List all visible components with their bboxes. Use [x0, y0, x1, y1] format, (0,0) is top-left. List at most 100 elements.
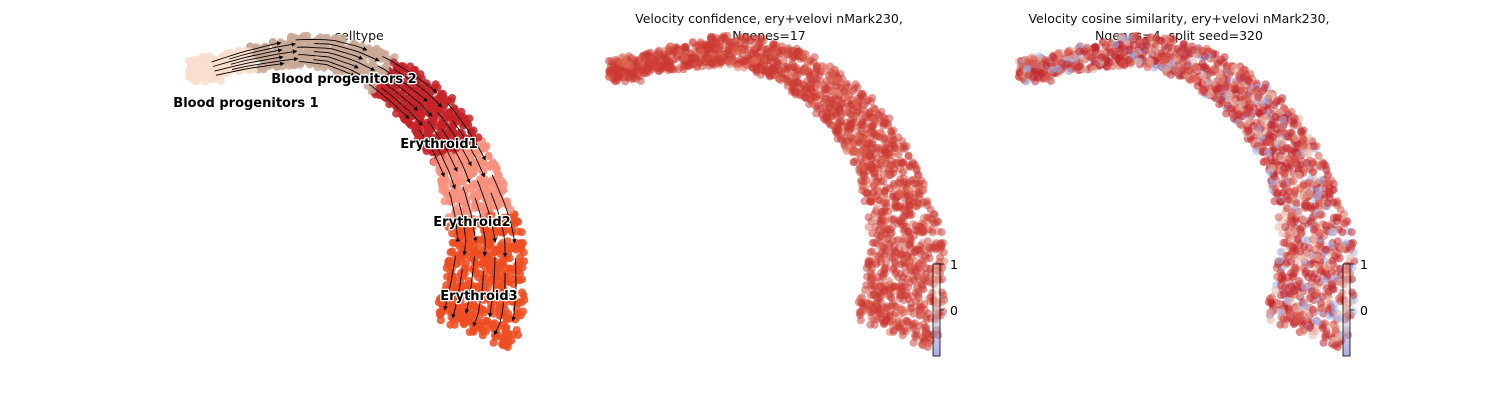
confidence-point — [789, 71, 798, 80]
cell-point — [483, 274, 492, 283]
cosine-point — [1294, 171, 1303, 180]
confidence-point — [939, 307, 947, 316]
confidence-point — [792, 64, 801, 73]
cell-point — [395, 70, 404, 79]
confidence-point — [880, 287, 889, 295]
label-blood-progenitors-1: Blood progenitors 1 — [173, 96, 318, 111]
confidence-point — [627, 69, 636, 78]
confidence-point — [747, 49, 756, 58]
cell-point — [412, 109, 421, 118]
confidence-point — [895, 294, 904, 303]
cell-point — [491, 245, 500, 254]
cell-point — [202, 60, 210, 69]
confidence-point — [913, 199, 922, 207]
confidence-point — [892, 158, 901, 167]
streamline — [448, 191, 461, 242]
confidence-point — [899, 237, 908, 246]
cell-point — [466, 230, 475, 238]
cell-point — [494, 287, 503, 296]
cell-point — [469, 141, 478, 150]
confidence-point — [877, 257, 886, 266]
confidence-point — [796, 90, 805, 99]
confidence-point — [842, 147, 851, 155]
confidence-point — [921, 326, 930, 335]
confidence-point — [878, 117, 887, 126]
cosine-point — [1175, 62, 1184, 71]
cell-point — [471, 302, 480, 311]
cosine-point — [1325, 190, 1334, 199]
cell-point — [475, 294, 484, 303]
confidence-point — [870, 164, 879, 173]
confidence-point — [881, 134, 890, 143]
confidence-point — [863, 188, 872, 197]
cosine-point — [1274, 223, 1283, 232]
cell-point — [288, 60, 297, 68]
cell-point — [304, 57, 312, 66]
label-blood-progenitors-2: Blood progenitors 2 — [271, 72, 416, 87]
cell-point — [498, 256, 507, 265]
confidence-point — [807, 95, 816, 104]
streamline — [380, 87, 423, 126]
cosine-point — [1291, 134, 1300, 143]
cell-point — [450, 320, 459, 329]
confidence-point — [750, 56, 759, 65]
confidence-point — [901, 245, 909, 254]
cell-point — [472, 267, 481, 276]
confidence-point — [844, 108, 853, 117]
cell-point — [468, 222, 477, 231]
confidence-point — [809, 58, 818, 67]
cell-point — [508, 243, 517, 252]
confidence-point — [664, 63, 673, 72]
cell-point — [509, 280, 518, 288]
cell-point — [299, 32, 308, 40]
streamline — [458, 202, 467, 256]
confidence-point — [756, 70, 765, 79]
confidence-point — [868, 122, 877, 131]
confidence-point — [880, 251, 889, 260]
confidence-point — [765, 62, 774, 71]
confidence-point — [896, 202, 905, 210]
confidence-point — [911, 221, 920, 230]
cosine-point — [1236, 120, 1245, 129]
confidence-point — [857, 120, 866, 129]
cell-point — [476, 260, 485, 269]
cell-point — [433, 148, 442, 157]
cosine-point — [1225, 70, 1234, 79]
confidence-point — [665, 47, 674, 56]
confidence-point — [643, 64, 652, 73]
cell-point — [501, 341, 510, 350]
cell-point — [454, 109, 462, 118]
confidence-point — [766, 47, 774, 56]
streamline — [211, 41, 282, 63]
confidence-point — [708, 60, 717, 68]
celltype-labels: Blood progenitors 2 Blood progenitors 1 … — [172, 71, 519, 306]
confidence-point — [606, 62, 615, 71]
cosine-point — [1287, 257, 1296, 266]
confidence-point — [790, 78, 799, 87]
confidence-point — [857, 91, 866, 99]
cosine-point — [1265, 138, 1273, 147]
confidence-point — [883, 151, 892, 160]
confidence-point — [737, 46, 746, 55]
confidence-point — [826, 120, 835, 129]
streamline — [314, 43, 380, 62]
confidence-point — [895, 189, 904, 198]
cosine-point — [1252, 147, 1261, 155]
confidence-point — [868, 179, 877, 188]
confidence-point — [929, 218, 938, 227]
cosine-point — [1284, 109, 1292, 118]
confidence-point — [866, 248, 875, 257]
confidence-point — [727, 42, 736, 51]
cell-point — [430, 158, 439, 167]
confidence-point — [899, 305, 907, 314]
cell-point — [484, 152, 493, 161]
cell-point — [281, 40, 290, 49]
cosine-point — [1305, 189, 1314, 198]
confidence-point — [701, 40, 710, 49]
streamline — [298, 54, 359, 69]
confidence-point — [839, 121, 848, 130]
streamline — [299, 61, 355, 77]
confidence-point — [888, 222, 897, 231]
panel2-title-line1: Velocity confidence, ery+velovi nMark230… — [635, 11, 903, 26]
cell-point — [414, 127, 423, 136]
